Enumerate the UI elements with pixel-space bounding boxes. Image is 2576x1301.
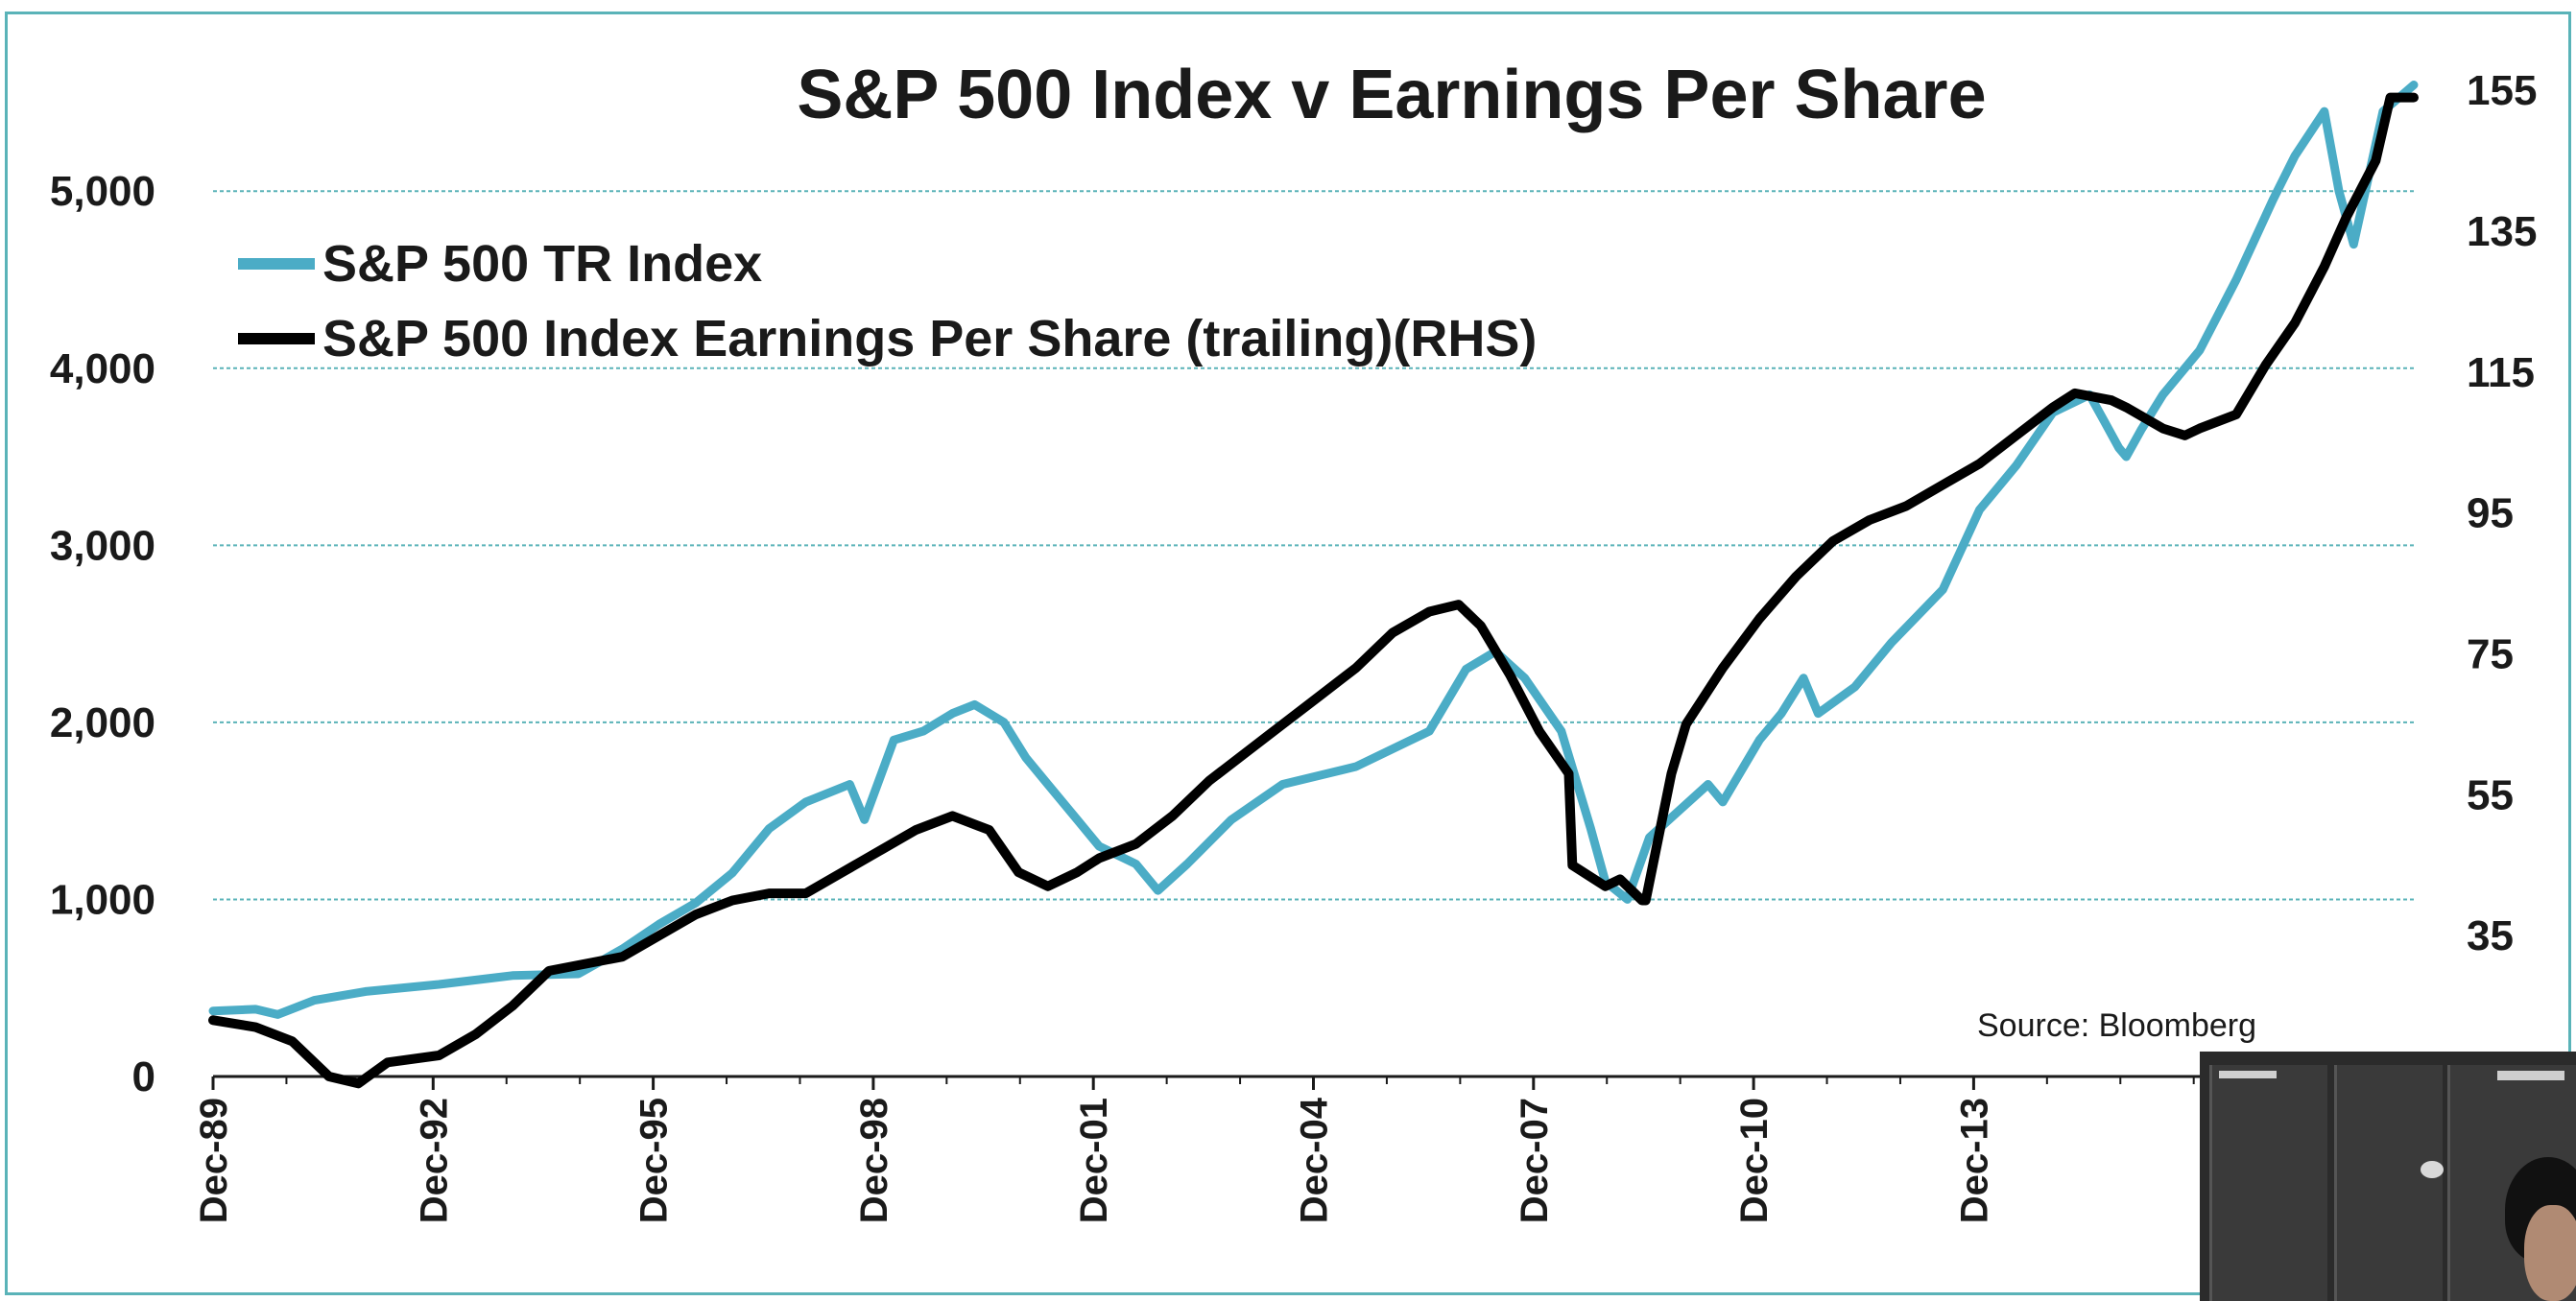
- y-right-tick-label: 95: [2467, 490, 2514, 537]
- y-axis-right: 35 55 75 95 115 135 155: [2467, 67, 2537, 959]
- x-tick-label: Dec-10: [1733, 1098, 1776, 1223]
- x-tick-label: Dec-01: [1073, 1098, 1115, 1223]
- legend-item-tr-index: S&P 500 TR Index: [238, 230, 762, 297]
- y-right-tick-label: 55: [2467, 771, 2514, 818]
- x-tick-label: Dec-95: [633, 1098, 676, 1223]
- webcam-ceiling-light: [2421, 1161, 2444, 1178]
- x-tick-label: Dec-98: [853, 1098, 895, 1223]
- legend-label-tr-index: S&P 500 TR Index: [322, 235, 763, 293]
- y-right-tick-label: 155: [2467, 67, 2537, 114]
- y-left-tick-label: 4,000: [50, 345, 155, 392]
- x-tick-label: Dec-07: [1514, 1098, 1556, 1223]
- webcam-light-bar: [2219, 1071, 2277, 1078]
- y-right-tick-label: 75: [2467, 631, 2514, 678]
- y-left-tick-label: 1,000: [50, 876, 155, 923]
- webcam-wall-panel: [2209, 1065, 2327, 1301]
- series-line-eps: [208, 92, 2419, 1089]
- x-tick-label: Dec-89: [193, 1098, 235, 1223]
- legend-swatch-tr-index: [238, 258, 315, 270]
- source-note: Source: Bloomberg: [1977, 1007, 2257, 1044]
- x-axis: Dec-89 Dec-92 Dec-95 Dec-98 Dec-01 Dec-04 Dec-…: [193, 1075, 2414, 1223]
- webcam-light-bar: [2497, 1071, 2564, 1080]
- legend-item-eps: S&P 500 Index Earnings Per Share (traili…: [238, 305, 1537, 372]
- x-tick-label: Dec-04: [1294, 1097, 1336, 1223]
- series-lines: [208, 81, 2419, 1089]
- webcam-overlay: [2200, 1052, 2576, 1301]
- webcam-face: [2524, 1205, 2576, 1301]
- chart-title: S&P 500 Index v Earnings Per Share: [797, 57, 1987, 133]
- y-left-tick-label: 0: [132, 1053, 155, 1100]
- y-left-tick-label: 5,000: [50, 168, 155, 215]
- legend-swatch-eps: [238, 333, 315, 344]
- webcam-wall-panel: [2334, 1065, 2443, 1301]
- legend-label-eps: S&P 500 Index Earnings Per Share (traili…: [322, 310, 1538, 367]
- y-left-tick-label: 2,000: [50, 699, 155, 746]
- x-tick-label: Dec-92: [413, 1098, 455, 1223]
- y-right-tick-label: 135: [2467, 208, 2537, 255]
- y-left-tick-label: 3,000: [50, 522, 155, 569]
- y-right-tick-label: 115: [2467, 349, 2535, 396]
- x-tick-label: Dec-13: [1953, 1098, 1995, 1223]
- y-axis-left: 0 1,000 2,000 3,000 4,000 5,000: [50, 168, 155, 1100]
- series-line-tr-index: [208, 81, 2419, 1019]
- y-right-tick-label: 35: [2467, 912, 2514, 959]
